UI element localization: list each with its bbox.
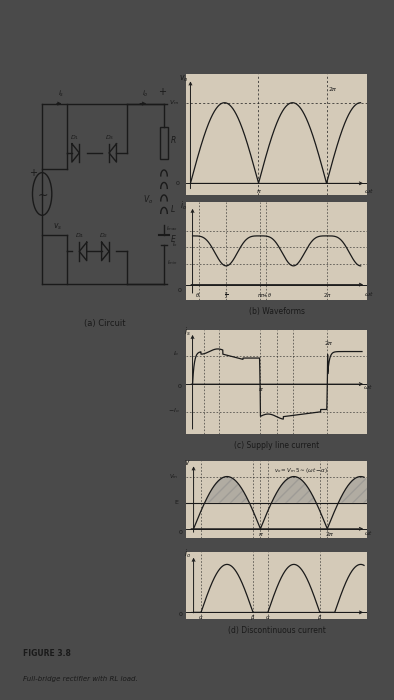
- Text: (c) Supply line current: (c) Supply line current: [234, 441, 320, 450]
- Text: FIGURE 3.8: FIGURE 3.8: [23, 650, 71, 658]
- Text: $D_1$: $D_1$: [69, 133, 79, 141]
- Text: $\pi$: $\pi$: [256, 188, 262, 195]
- Text: $D_3$: $D_3$: [105, 133, 114, 141]
- Text: $i_s$: $i_s$: [184, 326, 191, 337]
- Text: $\beta$: $\beta$: [317, 612, 322, 622]
- Bar: [160, 127, 169, 160]
- Text: 0: 0: [179, 612, 183, 617]
- Text: $\theta$: $\theta$: [195, 291, 201, 300]
- Text: $V_o$: $V_o$: [143, 193, 154, 206]
- Text: 0: 0: [178, 288, 182, 293]
- Text: $D_4$: $D_4$: [75, 231, 85, 240]
- Text: $\pi{+}\theta$: $\pi{+}\theta$: [260, 291, 272, 300]
- Text: $V_m$: $V_m$: [169, 472, 178, 481]
- Text: $\sim$: $\sim$: [35, 188, 49, 200]
- Text: $-I_o$: $-I_o$: [168, 406, 180, 414]
- Text: $I_{max}$: $I_{max}$: [166, 224, 178, 233]
- Text: $\alpha$: $\alpha$: [198, 614, 204, 621]
- Text: $I_o$: $I_o$: [173, 349, 180, 358]
- Text: $\alpha$: $\alpha$: [265, 614, 271, 621]
- Text: $\pi$: $\pi$: [258, 386, 264, 393]
- Text: $\frac{\pi}{2}$: $\frac{\pi}{2}$: [224, 290, 229, 301]
- Text: $\pi$: $\pi$: [257, 293, 262, 300]
- Text: $i_o$: $i_o$: [142, 88, 149, 99]
- Text: $I_{min}$: $I_{min}$: [167, 258, 178, 267]
- Text: $\pi$: $\pi$: [258, 531, 264, 538]
- Text: $\omega t$: $\omega t$: [364, 187, 374, 195]
- Text: 0: 0: [178, 384, 182, 388]
- Text: $2\pi$: $2\pi$: [324, 339, 334, 347]
- Text: (a) Circuit: (a) Circuit: [84, 319, 125, 328]
- Text: E: E: [171, 234, 176, 244]
- Text: R: R: [171, 136, 176, 145]
- Text: (b) Waveforms: (b) Waveforms: [249, 307, 305, 316]
- Text: $2\pi$: $2\pi$: [325, 530, 335, 538]
- Text: $v_o$: $v_o$: [179, 73, 189, 83]
- Text: $i_s$: $i_s$: [58, 88, 65, 99]
- Text: $2\pi$: $2\pi$: [328, 85, 337, 92]
- Text: 0: 0: [179, 530, 183, 535]
- Text: 0: 0: [176, 181, 180, 186]
- Text: L: L: [171, 205, 175, 214]
- Text: (d) Discontinuous current: (d) Discontinuous current: [228, 626, 326, 635]
- Text: $\omega t$: $\omega t$: [363, 384, 373, 391]
- Text: +: +: [158, 88, 166, 97]
- Text: $V_m$: $V_m$: [169, 98, 180, 107]
- Text: $v_o = V_m\,\mathsf{5}\sim(\omega t - \alpha)$: $v_o = V_m\,\mathsf{5}\sim(\omega t - \a…: [275, 466, 329, 475]
- Text: Full-bridge rectifier with RL load.: Full-bridge rectifier with RL load.: [23, 676, 138, 682]
- Text: $v_s$: $v_s$: [52, 222, 62, 232]
- Text: $\omega t$: $\omega t$: [364, 529, 373, 537]
- Text: +: +: [29, 167, 37, 178]
- Text: $D_2$: $D_2$: [99, 231, 108, 240]
- Text: $I_o$: $I_o$: [172, 239, 178, 248]
- Text: $i_o$: $i_o$: [180, 199, 188, 211]
- Text: $v$: $v$: [184, 458, 191, 467]
- Text: $\omega t$: $\omega t$: [364, 290, 374, 298]
- Text: E: E: [175, 500, 178, 505]
- Text: $i_o$: $i_o$: [184, 547, 191, 559]
- Text: $\beta$: $\beta$: [250, 612, 256, 622]
- Text: $2\pi$: $2\pi$: [323, 291, 331, 300]
